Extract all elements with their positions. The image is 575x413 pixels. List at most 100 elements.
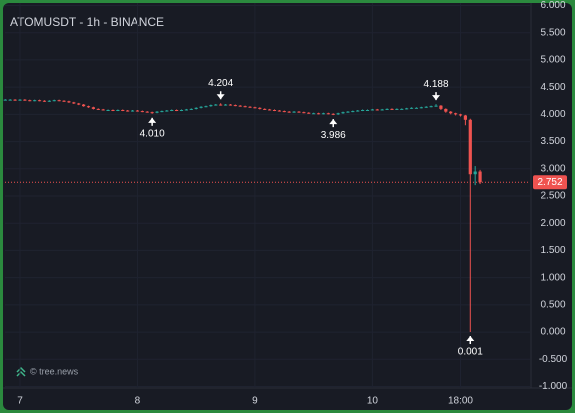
candle-body [57, 100, 61, 102]
candle-body [116, 110, 120, 112]
candle-body [307, 112, 311, 114]
candle-body [52, 100, 56, 102]
annotation-label: 4.204 [208, 78, 233, 89]
candle-body [380, 109, 384, 111]
candle-body [463, 115, 467, 120]
candle-body [189, 108, 193, 110]
candle-body [277, 110, 281, 112]
candle-body [414, 107, 419, 109]
candle-body [8, 99, 12, 101]
candle-body [263, 108, 267, 110]
candle-body [77, 103, 81, 105]
candle-body [111, 110, 115, 112]
candle-body [209, 105, 213, 107]
y-tick-label: 4.000 [540, 109, 565, 120]
candle-body [356, 110, 360, 112]
candle-body [13, 99, 17, 101]
candle-body [18, 99, 22, 101]
last-price-box [533, 175, 567, 190]
last-price-label: 2.752 [537, 177, 562, 188]
candle-body [272, 110, 277, 112]
candle-body [96, 108, 100, 110]
x-tick-label: 10 [367, 396, 379, 407]
y-tick-label: 5.500 [540, 27, 565, 38]
candle-body [121, 110, 125, 112]
candle-body [175, 110, 179, 112]
candle-body [390, 108, 394, 110]
candle-body [165, 110, 169, 112]
y-tick-label: 4.500 [540, 82, 565, 93]
y-tick-label: 3.500 [540, 136, 565, 147]
candle-body [454, 113, 458, 115]
candle-body [101, 109, 105, 111]
candle-body [439, 105, 443, 109]
candle-body [400, 108, 404, 110]
candle-body [405, 108, 409, 110]
candle-body [370, 109, 374, 111]
candle-body [33, 100, 37, 102]
annotation-arrowhead [148, 117, 157, 123]
candle-body [346, 111, 350, 113]
candle-body [3, 99, 7, 101]
candle-body [312, 113, 316, 115]
candle-body [395, 108, 399, 110]
candle-body [37, 100, 42, 102]
candle-body [316, 113, 321, 115]
candle-body [419, 107, 423, 109]
y-tick-label: 0.000 [540, 327, 565, 338]
candle-body [72, 102, 76, 104]
candle-body [126, 110, 130, 112]
annotation-label: 4.188 [424, 79, 449, 90]
candle-body [23, 99, 27, 101]
candle-body [434, 105, 438, 107]
candle-body [28, 100, 32, 102]
candle-body [385, 108, 389, 110]
watermark: © tree.news [30, 366, 79, 376]
candle-body [214, 104, 218, 106]
candle-body [199, 106, 203, 108]
candle-body [287, 111, 291, 113]
candle-body [326, 113, 330, 115]
candle-body [228, 104, 233, 106]
annotation-arrowhead [466, 336, 475, 342]
candle-body [86, 106, 91, 108]
y-tick-label: 2.000 [540, 218, 565, 229]
candle-body [302, 112, 306, 114]
candle-body [243, 106, 247, 108]
candle-body [297, 111, 301, 113]
candle-body [429, 106, 433, 108]
candle-body [365, 110, 370, 112]
annotation-label: 3.986 [321, 130, 346, 141]
y-tick-label: 1.500 [540, 245, 565, 256]
candle-body [219, 104, 223, 106]
candle-body [204, 106, 208, 108]
candle-body [106, 110, 110, 112]
candle-body [179, 110, 184, 112]
annotation-arrowhead [216, 94, 225, 100]
candle-body [424, 106, 428, 108]
candle-body [458, 114, 463, 116]
x-tick-label: 18:00 [448, 396, 473, 407]
y-tick-label: 0.500 [540, 299, 565, 310]
candle-body [321, 113, 326, 115]
y-tick-label: 5.000 [540, 55, 565, 66]
candle-body [223, 104, 228, 106]
candle-body [238, 105, 242, 107]
candle-body [47, 100, 51, 102]
candle-body [91, 107, 95, 109]
y-tick-label: -1.000 [539, 381, 568, 392]
y-tick-label: 1.000 [540, 272, 565, 283]
candle-body [292, 111, 296, 113]
watermark-logo [16, 366, 26, 377]
candle-body [145, 111, 149, 113]
candle-body [184, 109, 188, 111]
y-tick-label: 3.000 [540, 163, 565, 174]
x-tick-label: 7 [17, 396, 23, 407]
candle-body [155, 111, 159, 113]
candle-body [409, 107, 414, 109]
candle-body [67, 101, 71, 103]
candle-body [341, 112, 345, 114]
candle-body [258, 107, 262, 109]
